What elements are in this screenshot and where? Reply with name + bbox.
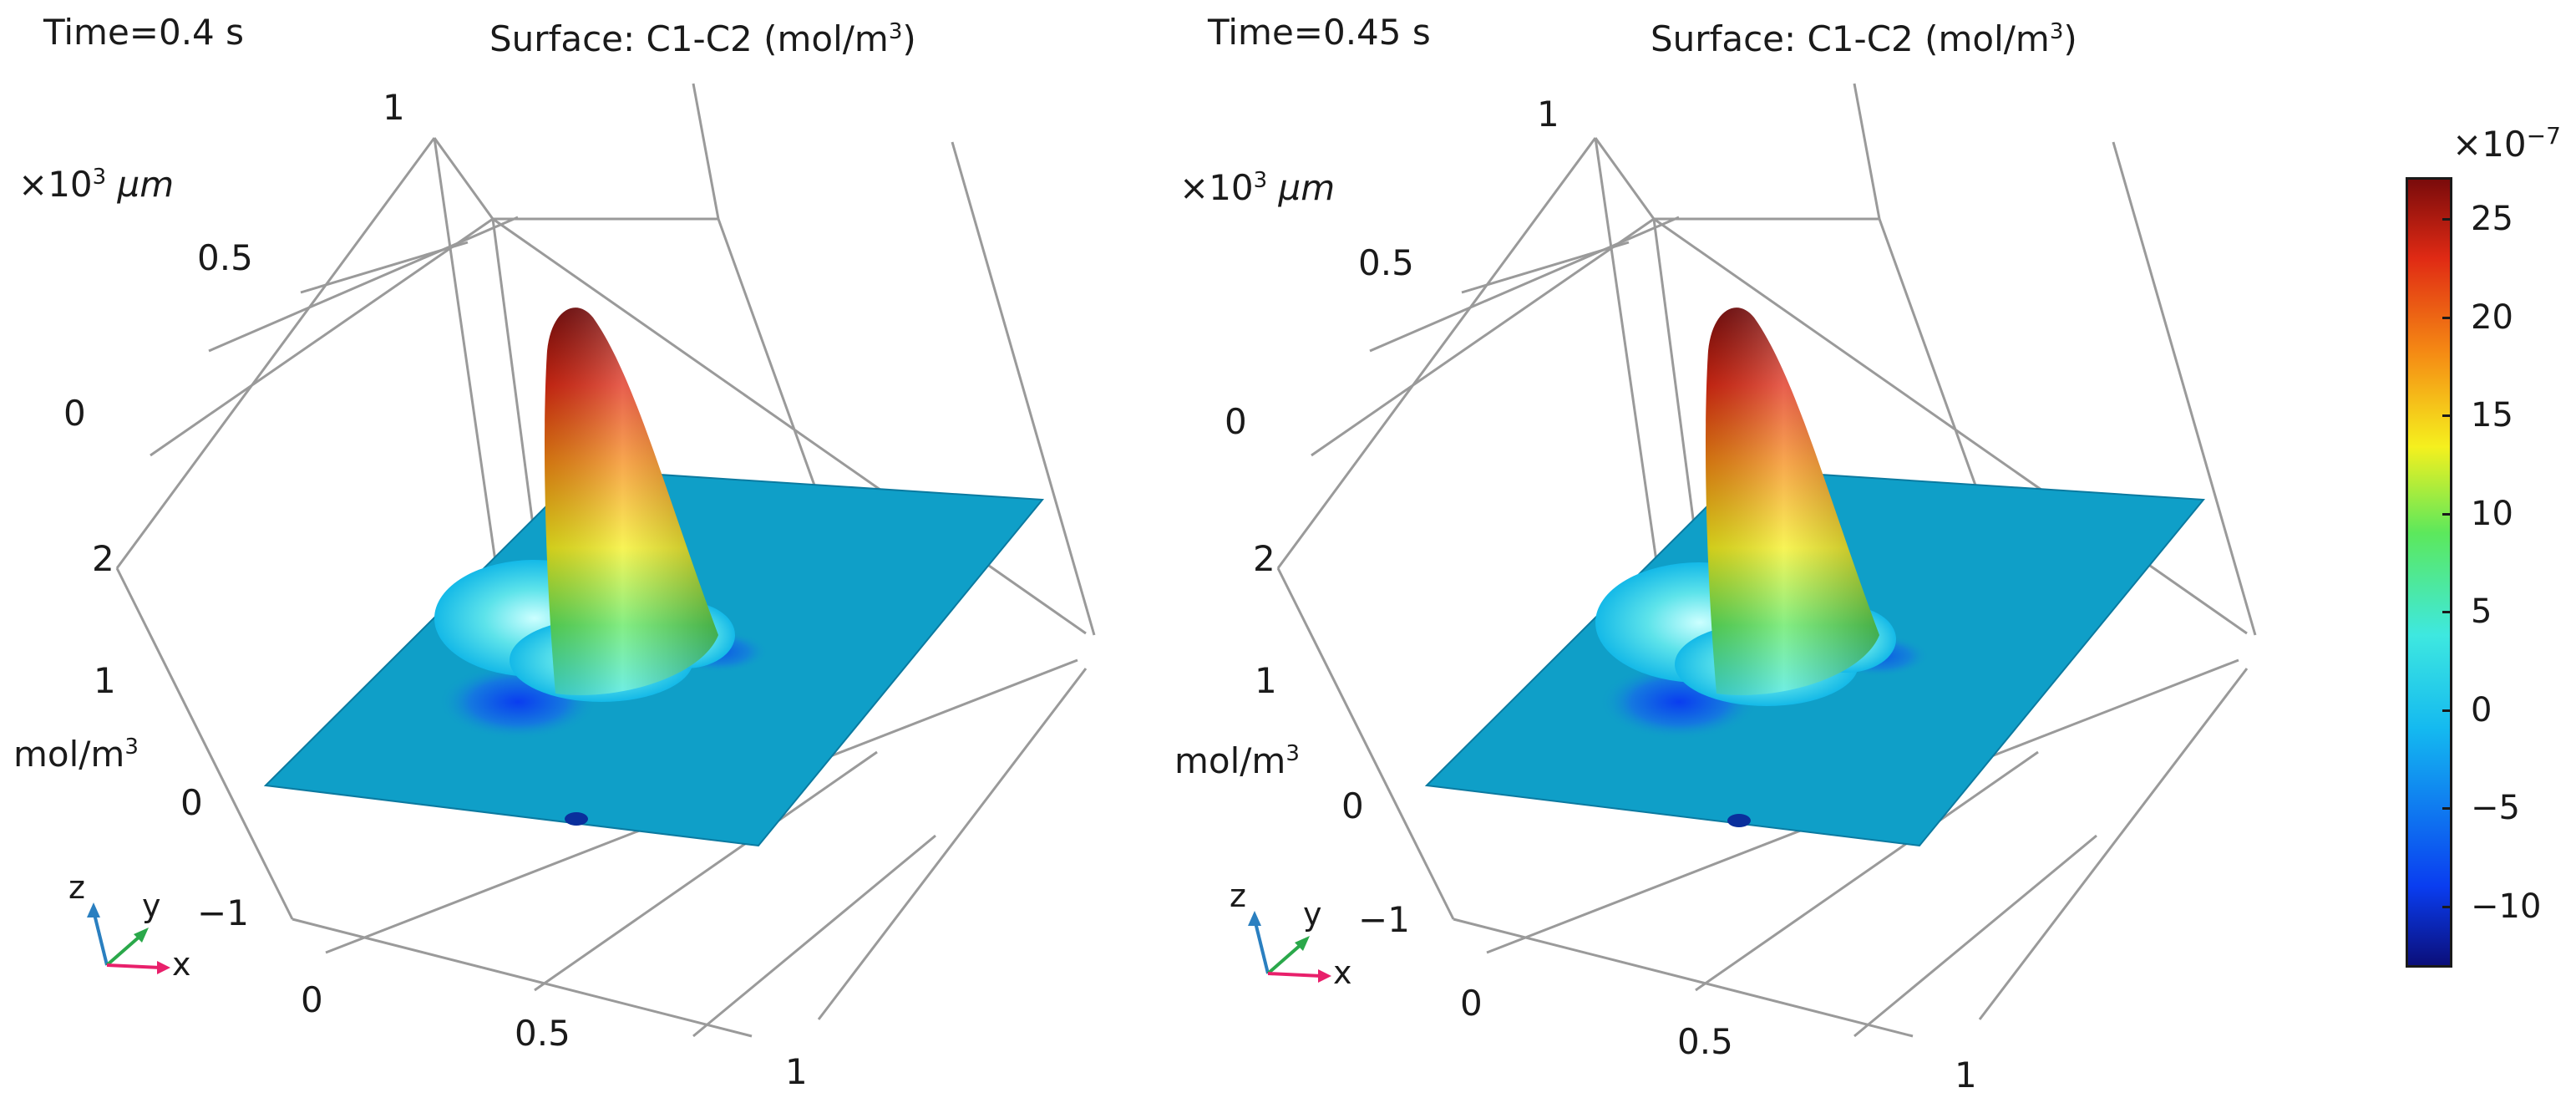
colorbar-tick-label: −5 (2471, 789, 2520, 827)
length-unit-sup: 3 (1253, 168, 1268, 193)
z-unit-sup: 3 (1285, 741, 1300, 766)
colorbar-tick-label: 20 (2471, 297, 2513, 337)
y-tick-1: 1 (383, 87, 405, 128)
surface-title-suffix: ) (2063, 18, 2077, 59)
surface-title: Surface: C1-C2 (mol/m3) (489, 18, 916, 59)
z-tick-minus1: −1 (197, 892, 249, 933)
colorbar-exponent-prefix: ×10 (2452, 124, 2527, 165)
axis-triad (87, 902, 170, 974)
triad-x-label: x (1333, 954, 1352, 991)
colorbar-tick-mark (2442, 512, 2452, 516)
x-tick-1: 1 (785, 1051, 808, 1092)
peak-shade (545, 308, 718, 695)
surface-title-suffix: ) (902, 18, 916, 59)
z-tick-0: 0 (180, 782, 203, 823)
colorbar-gradient (2408, 180, 2450, 965)
surface-plot-left (87, 83, 1096, 1038)
z-unit: mol/m3 (13, 734, 139, 775)
colorbar-tick-label: 5 (2471, 592, 2492, 631)
peak-shade (1706, 308, 1879, 695)
surface-title-text: Surface: C1-C2 (mol/m (1651, 18, 2050, 59)
z-tick-2: 2 (1253, 538, 1275, 579)
colorbar-tick-mark (2442, 905, 2452, 908)
plot-left: Time=0.4 s Surface: C1-C2 (mol/m3) ×103 … (0, 0, 1236, 1103)
colorbar (2406, 177, 2452, 968)
triad-x-label: x (172, 946, 191, 983)
colorbar-tick-label: 25 (2471, 200, 2513, 238)
colorbar-tick-label: 0 (2471, 690, 2492, 729)
plot-right: Time=0.45 s Surface: C1-C2 (mol/m3) ×103… (1161, 0, 2397, 1103)
y-tick-0.5: 0.5 (197, 237, 253, 278)
z-tick-1: 1 (94, 660, 116, 701)
axis-triad (1248, 911, 1331, 983)
dip-bottom (1727, 814, 1751, 827)
grid-lines (1276, 83, 2257, 1038)
y-tick-0.5: 0.5 (1358, 242, 1414, 283)
colorbar-tick-mark (2442, 414, 2452, 417)
x-tick-0.5: 0.5 (515, 1013, 570, 1054)
dip-bottom (565, 812, 588, 826)
surface-title: Surface: C1-C2 (mol/m3) (1651, 18, 2077, 59)
y-tick-0: 0 (1225, 401, 1247, 442)
z-tick-minus1: −1 (1358, 899, 1410, 940)
colorbar-exponent-sup: −7 (2526, 122, 2561, 150)
surface-title-sup: 3 (888, 19, 903, 44)
colorbar-tick-mark (2442, 316, 2452, 319)
z-tick-2: 2 (92, 538, 114, 579)
surface-title-text: Surface: C1-C2 (mol/m (489, 18, 889, 59)
colorbar-tick-mark (2442, 218, 2452, 221)
y-tick-1: 1 (1537, 94, 1559, 135)
length-unit-sup: 3 (92, 165, 107, 190)
length-unit: ×103 μm (18, 164, 174, 205)
z-unit-prefix: mol/m (13, 734, 125, 775)
length-unit-prefix: ×10 (1179, 167, 1254, 208)
x-tick-0: 0 (1460, 983, 1483, 1024)
triad-z-label: z (1230, 877, 1246, 914)
triad-y-label: y (1303, 896, 1322, 933)
y-tick-0: 0 (63, 393, 86, 434)
z-unit-sup: 3 (124, 734, 139, 760)
surface-title-sup: 3 (2049, 19, 2064, 44)
time-label: Time=0.4 s (43, 12, 245, 53)
length-unit: ×103 μm (1179, 167, 1335, 208)
colorbar-tick-mark (2442, 611, 2452, 613)
colorbar-tick-label: 10 (2471, 494, 2513, 533)
surface-plot-right (1248, 83, 2257, 1038)
x-tick-1: 1 (1955, 1055, 1977, 1095)
length-unit-suffix: μm (106, 164, 175, 205)
x-tick-0: 0 (301, 979, 323, 1020)
z-tick-0: 0 (1341, 785, 1364, 826)
z-tick-1: 1 (1255, 660, 1277, 701)
triad-z-label: z (68, 869, 85, 906)
time-label: Time=0.45 s (1208, 12, 1431, 53)
z-unit-prefix: mol/m (1174, 740, 1286, 781)
length-unit-suffix: μm (1267, 167, 1336, 208)
triad-y-label: y (142, 887, 161, 924)
colorbar-tick-label: −10 (2471, 887, 2542, 926)
colorbar-exponent: ×10−7 (2452, 122, 2561, 165)
colorbar-tick-mark (2442, 709, 2452, 712)
colorbar-tick-label: 15 (2471, 396, 2513, 435)
x-tick-0.5: 0.5 (1677, 1021, 1733, 1062)
colorbar-tick-mark (2442, 807, 2452, 810)
length-unit-prefix: ×10 (18, 164, 93, 205)
z-unit: mol/m3 (1174, 740, 1300, 781)
